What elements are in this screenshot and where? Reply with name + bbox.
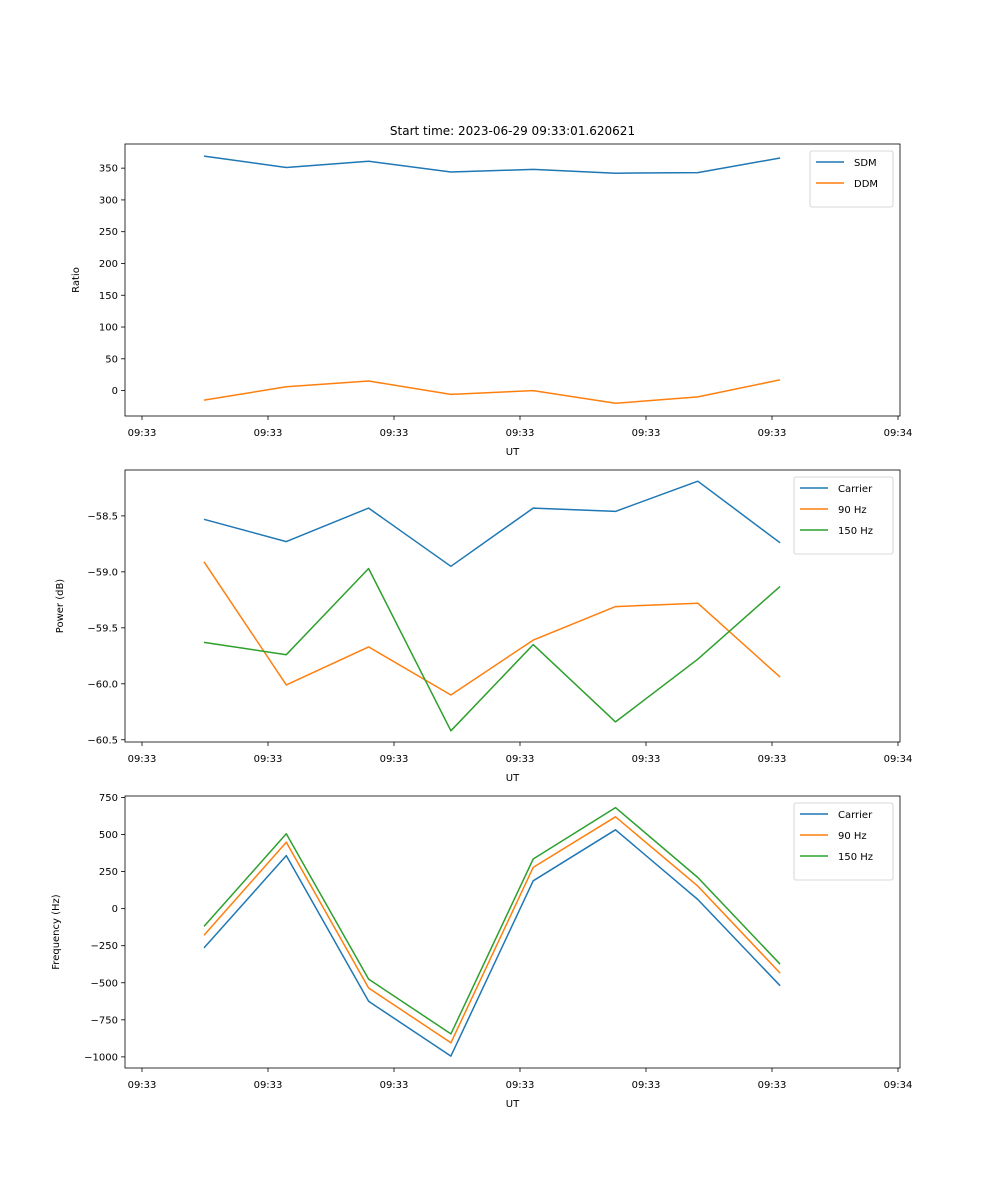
series-line-ddm xyxy=(203,379,781,405)
x-tick-label: 09:33 xyxy=(380,428,409,439)
y-tick-label: −1000 xyxy=(84,1052,118,1063)
y-tick-label: 100 xyxy=(99,323,118,334)
x-tick-label: 09:33 xyxy=(254,428,283,439)
x-tick-label: 09:33 xyxy=(128,754,157,765)
x-tick-label: 09:33 xyxy=(632,1080,661,1091)
legend-label: 90 Hz xyxy=(838,831,867,842)
x-tick-label: 09:33 xyxy=(254,1080,283,1091)
x-tick-label: 09:33 xyxy=(632,428,661,439)
x-tick-label: 09:33 xyxy=(758,428,787,439)
x-axis-label: UT xyxy=(506,1099,520,1110)
series-line-carrier xyxy=(203,480,781,568)
series-line-150-hz xyxy=(203,567,781,732)
x-tick-label: 09:33 xyxy=(380,754,409,765)
y-tick-label: 300 xyxy=(99,195,118,206)
series-line-sdm xyxy=(203,155,781,174)
y-tick-label: 250 xyxy=(99,227,118,238)
y-tick-label: −750 xyxy=(91,1015,118,1026)
x-tick-label: 09:33 xyxy=(632,754,661,765)
series-line-150-hz xyxy=(203,806,781,1035)
y-tick-label: 750 xyxy=(99,793,118,804)
x-tick-label: 09:34 xyxy=(884,428,913,439)
series-line-90-hz xyxy=(203,816,781,1044)
panel-frequency: −1000 −750 −500 −250 0 250 500 750 09:33 09:33 09:… xyxy=(51,793,912,1110)
y-tick-label: −500 xyxy=(91,978,118,989)
y-axis-label: Power (dB) xyxy=(55,579,66,634)
y-tick-label: −250 xyxy=(91,941,118,952)
series-line-carrier xyxy=(203,829,781,1057)
x-tick-label: 09:33 xyxy=(758,754,787,765)
legend-label: SDM xyxy=(854,158,877,169)
y-tick-label: 200 xyxy=(99,259,118,270)
x-tick-label: 09:33 xyxy=(506,428,535,439)
y-tick-label: −60.5 xyxy=(87,735,118,746)
y-tick-label: 0 xyxy=(112,904,118,915)
x-tick-label: 09:33 xyxy=(506,754,535,765)
y-tick-label: 150 xyxy=(99,291,118,302)
panel-ratio: 0 50 100 150 200 250 300 350 09:33 09:33 09:33 09:3… xyxy=(71,143,913,458)
legend-box xyxy=(793,476,894,555)
legend-box xyxy=(793,802,894,881)
legend-label: DDM xyxy=(854,179,878,190)
y-tick-label: −58.5 xyxy=(87,511,118,522)
panel-power: −60.5 −60.0 −59.5 −59.0 −58.5 09:33 09:33 09:33… xyxy=(55,469,913,784)
x-axis-label: UT xyxy=(506,447,520,458)
legend-label: 150 Hz xyxy=(838,852,873,863)
x-tick-label: 09:33 xyxy=(506,1080,535,1091)
legend-box xyxy=(809,150,894,208)
y-tick-label: 500 xyxy=(99,830,118,841)
y-tick-label: 350 xyxy=(99,164,118,175)
legend-label: 150 Hz xyxy=(838,526,873,537)
x-tick-label: 09:33 xyxy=(128,428,157,439)
axes-frame xyxy=(124,143,901,417)
axes-frame xyxy=(124,469,901,743)
x-axis-label: UT xyxy=(506,773,520,784)
y-axis-label: Ratio xyxy=(71,267,82,293)
y-tick-label: 250 xyxy=(99,867,118,878)
chart-title: Start time: 2023-06-29 09:33:01.620621 xyxy=(390,124,635,138)
x-tick-label: 09:33 xyxy=(128,1080,157,1091)
x-tick-label: 09:33 xyxy=(380,1080,409,1091)
legend-label: 90 Hz xyxy=(838,505,867,516)
x-tick-label: 09:33 xyxy=(254,754,283,765)
y-axis-label: Frequency (Hz) xyxy=(51,894,62,970)
legend-label: Carrier xyxy=(838,484,873,495)
x-tick-label: 09:33 xyxy=(758,1080,787,1091)
y-tick-label: 50 xyxy=(105,354,118,365)
legend-label: Carrier xyxy=(838,810,873,821)
x-tick-label: 09:34 xyxy=(884,1080,913,1091)
series-line-90-hz xyxy=(203,561,781,696)
y-tick-label: −59.5 xyxy=(87,623,118,634)
y-tick-label: −59.0 xyxy=(87,567,118,578)
y-tick-label: −60.0 xyxy=(87,679,118,690)
y-tick-label: 0 xyxy=(112,386,118,397)
axes-frame xyxy=(124,795,901,1069)
x-tick-label: 09:34 xyxy=(884,754,913,765)
